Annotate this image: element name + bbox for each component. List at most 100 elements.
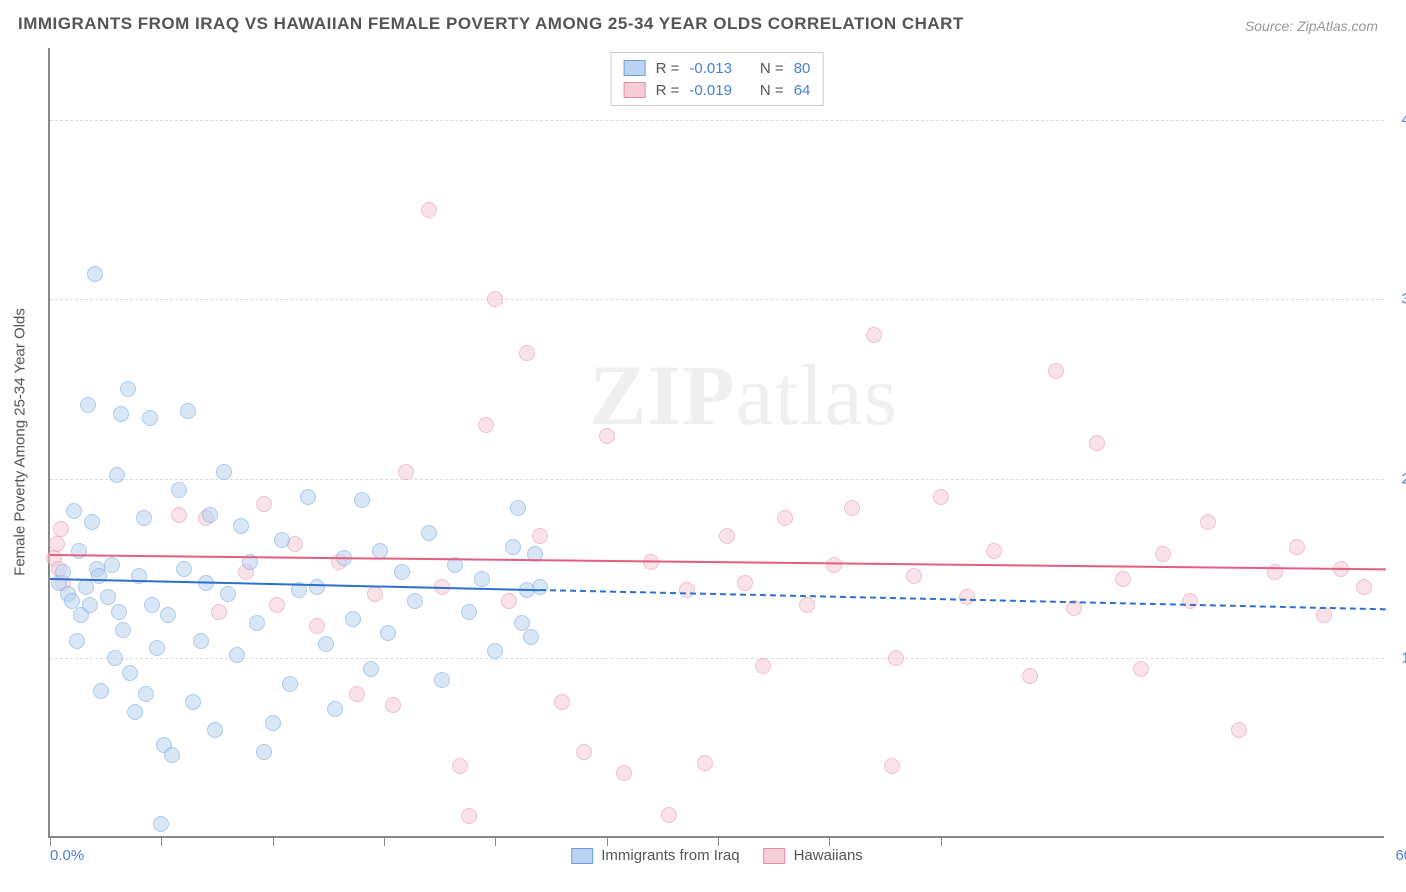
scatter-point xyxy=(111,604,127,620)
scatter-point xyxy=(380,625,396,641)
scatter-point xyxy=(461,808,477,824)
swatch-b-icon xyxy=(764,848,786,864)
scatter-point xyxy=(144,597,160,613)
scatter-point xyxy=(434,672,450,688)
scatter-point xyxy=(421,525,437,541)
scatter-point xyxy=(933,489,949,505)
scatter-point xyxy=(576,744,592,760)
scatter-point xyxy=(1089,435,1105,451)
scatter-point xyxy=(501,593,517,609)
y-axis-label: Female Poverty Among 25-34 Year Olds xyxy=(12,308,29,576)
n-value-b: 64 xyxy=(794,82,811,99)
correlation-legend: R = -0.013 N = 80 R = -0.019 N = 64 xyxy=(611,52,824,106)
x-min-label: 0.0% xyxy=(50,847,84,864)
scatter-point xyxy=(180,403,196,419)
swatch-a-icon xyxy=(571,848,593,864)
y-tick-label: 20.0% xyxy=(1401,470,1406,487)
x-tick xyxy=(829,836,830,846)
scatter-point xyxy=(1133,661,1149,677)
scatter-point xyxy=(265,715,281,731)
scatter-point xyxy=(87,266,103,282)
chart-title: IMMIGRANTS FROM IRAQ VS HAWAIIAN FEMALE … xyxy=(18,14,964,34)
scatter-point xyxy=(737,575,753,591)
scatter-point xyxy=(300,489,316,505)
scatter-point xyxy=(421,202,437,218)
legend-item-b: Hawaiians xyxy=(764,847,863,864)
scatter-point xyxy=(1231,722,1247,738)
x-tick xyxy=(161,836,162,846)
scatter-point xyxy=(164,747,180,763)
scatter-point xyxy=(799,597,815,613)
scatter-point xyxy=(1048,363,1064,379)
n-label-b: N = xyxy=(760,82,784,99)
scatter-point xyxy=(354,492,370,508)
scatter-point xyxy=(532,528,548,544)
scatter-point xyxy=(532,579,548,595)
scatter-point xyxy=(149,640,165,656)
scatter-point xyxy=(1022,668,1038,684)
x-max-label: 60.0% xyxy=(1395,847,1406,864)
scatter-point xyxy=(514,615,530,631)
r-label-b: R = xyxy=(656,82,680,99)
scatter-point xyxy=(1115,571,1131,587)
n-label-a: N = xyxy=(760,60,784,77)
scatter-point xyxy=(866,327,882,343)
scatter-point xyxy=(1316,607,1332,623)
scatter-point xyxy=(363,661,379,677)
legend-row-a: R = -0.013 N = 80 xyxy=(624,57,811,79)
swatch-series-b xyxy=(624,82,646,98)
series-a-name: Immigrants from Iraq xyxy=(601,847,739,864)
scatter-point xyxy=(345,611,361,627)
scatter-point xyxy=(49,536,65,552)
x-tick xyxy=(384,836,385,846)
scatter-point xyxy=(661,807,677,823)
scatter-point xyxy=(142,410,158,426)
scatter-point xyxy=(1356,579,1372,595)
gridline xyxy=(50,120,1384,121)
scatter-point xyxy=(82,597,98,613)
scatter-point xyxy=(113,406,129,422)
scatter-point xyxy=(256,496,272,512)
series-legend: Immigrants from Iraq Hawaiians xyxy=(571,847,863,864)
scatter-point xyxy=(269,597,285,613)
scatter-point xyxy=(398,464,414,480)
scatter-point xyxy=(487,643,503,659)
x-tick xyxy=(718,836,719,846)
r-value-a: -0.013 xyxy=(689,60,732,77)
series-b-name: Hawaiians xyxy=(794,847,863,864)
y-tick-label: 10.0% xyxy=(1401,650,1406,667)
scatter-point xyxy=(327,701,343,717)
scatter-point xyxy=(127,704,143,720)
scatter-point xyxy=(176,561,192,577)
x-tick xyxy=(50,836,51,846)
scatter-point xyxy=(452,758,468,774)
legend-item-a: Immigrants from Iraq xyxy=(571,847,739,864)
scatter-point xyxy=(519,345,535,361)
scatter-point xyxy=(755,658,771,674)
scatter-point xyxy=(385,697,401,713)
scatter-point xyxy=(153,816,169,832)
scatter-point xyxy=(274,532,290,548)
scatter-point xyxy=(216,464,232,480)
scatter-point xyxy=(599,428,615,444)
scatter-point xyxy=(697,755,713,771)
scatter-point xyxy=(478,417,494,433)
scatter-point xyxy=(185,694,201,710)
legend-row-b: R = -0.019 N = 64 xyxy=(624,79,811,101)
scatter-point xyxy=(318,636,334,652)
scatter-point xyxy=(407,593,423,609)
scatter-point xyxy=(202,507,218,523)
plot-area: 10.0%20.0%30.0%40.0% xyxy=(50,48,1384,836)
x-tick xyxy=(607,836,608,846)
swatch-series-a xyxy=(624,60,646,76)
scatter-point xyxy=(986,543,1002,559)
scatter-point xyxy=(64,593,80,609)
scatter-point xyxy=(220,586,236,602)
scatter-point xyxy=(171,507,187,523)
scatter-point xyxy=(211,604,227,620)
scatter-point xyxy=(207,722,223,738)
scatter-point xyxy=(505,539,521,555)
scatter-point xyxy=(233,518,249,534)
scatter-point xyxy=(523,629,539,645)
scatter-point xyxy=(249,615,265,631)
